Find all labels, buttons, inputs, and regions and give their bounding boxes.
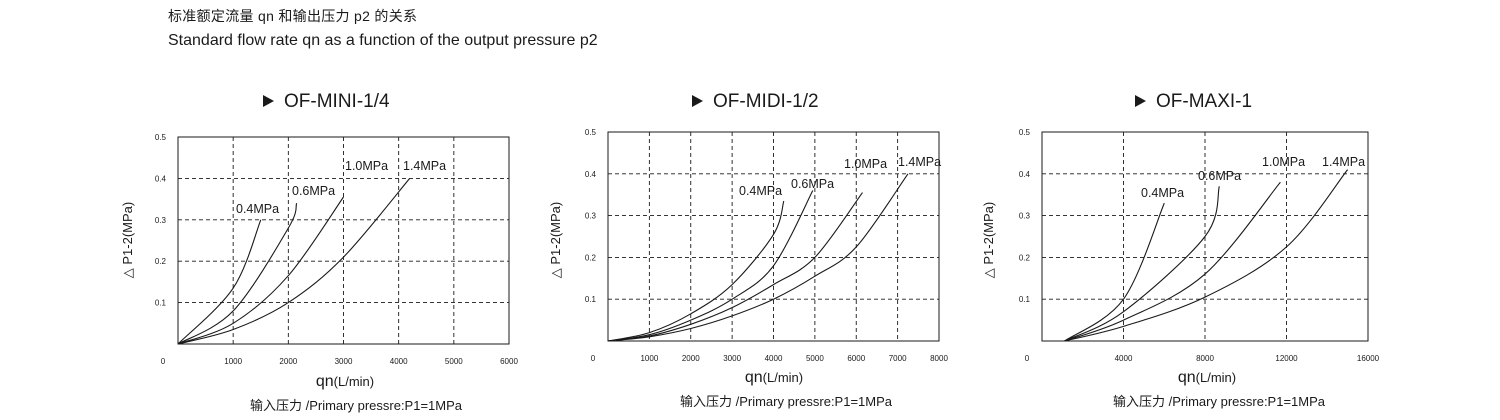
x-tick-label: 3000 [335, 357, 353, 366]
x-tick-label: 5000 [806, 354, 824, 363]
y-tick-label: 0.2 [585, 253, 597, 262]
title-triangle-icon [1135, 95, 1146, 107]
y-tick-label: 0.5 [585, 128, 597, 137]
series-curve-1-4mpa [1064, 169, 1349, 342]
x-tick-label: 1000 [640, 354, 658, 363]
chart-title: OF-MIDI-1/2 [713, 91, 819, 112]
chart-panel-1: OF-MINI-1/4 0 1000 2000 3000 4000 5000 6000 0.1 0… [120, 91, 518, 413]
x-tick-label: 5000 [445, 357, 463, 366]
y-tick-label: 0.4 [155, 174, 167, 183]
series-label: 1.4MPa [898, 155, 941, 169]
x-tick-label: 6000 [500, 357, 518, 366]
series-curve-0-6mpa [607, 190, 814, 342]
y-tick-label: 0.2 [1019, 253, 1031, 262]
series-curve-1-4mpa [607, 173, 909, 342]
chart-panel-2: OF-MIDI-1/2 0 1000 2000 3000 4000 5000 6000 7000… [548, 91, 948, 409]
series-curve-0-6mpa [1064, 186, 1220, 342]
series-curve-0-4mpa [607, 200, 785, 342]
y-tick-label: 0.3 [1019, 212, 1031, 221]
y-tick-label: 0.4 [1019, 170, 1031, 179]
x-axis-label: qn(L/min) [316, 373, 374, 390]
chart-title: OF-MINI-1/4 [284, 91, 390, 112]
x-tick-label: 3000 [723, 354, 741, 363]
x-tick-label: 1000 [224, 357, 242, 366]
x-tick-label: 7000 [889, 354, 907, 363]
x-tick-label: 0 [1025, 354, 1030, 363]
series-curve-1-4mpa [177, 178, 411, 345]
x-tick-label: 2000 [279, 357, 297, 366]
y-tick-label: 0.1 [155, 299, 167, 308]
series-label: 1.0MPa [1262, 155, 1305, 169]
x-tick-label: 0 [161, 357, 166, 366]
y-tick-label: 0.1 [585, 295, 597, 304]
chart-panel-3: OF-MAXI-1 0 4000 8000 12000 16000 0.1 0.2 0.3 0.4… [981, 91, 1380, 409]
series-label: 1.0MPa [345, 159, 388, 173]
primary-pressure-note: 输入压力 /Primary pressre:P1=1MPa [1113, 394, 1326, 409]
series-label: 1.4MPa [1322, 155, 1365, 169]
x-axis-label: qn(L/min) [745, 369, 803, 386]
x-tick-label: 4000 [765, 354, 783, 363]
primary-pressure-note: 输入压力 /Primary pressre:P1=1MPa [680, 394, 893, 409]
y-tick-label: 0.3 [585, 212, 597, 221]
x-tick-label: 16000 [1357, 354, 1380, 363]
series-curve-1-0mpa [177, 196, 344, 345]
x-tick-label: 8000 [930, 354, 948, 363]
x-tick-label: 2000 [682, 354, 700, 363]
x-tick-label: 4000 [390, 357, 408, 366]
series-label: 1.4MPa [403, 159, 446, 173]
y-axis-label: △ P1-2(MPa) [548, 202, 563, 278]
y-tick-label: 0.3 [155, 216, 167, 225]
series-label: 0.6MPa [1198, 169, 1241, 183]
y-axis-label: △ P1-2(MPa) [120, 202, 135, 278]
title-triangle-icon [692, 95, 703, 107]
heading-chinese: 标准额定流量 qn 和输出压力 p2 的关系 [168, 8, 418, 24]
series-label: 0.6MPa [791, 177, 834, 191]
y-tick-label: 0.2 [155, 257, 167, 266]
series-label: 0.4MPa [739, 184, 782, 198]
x-tick-label: 8000 [1196, 354, 1214, 363]
chart-title: OF-MAXI-1 [1156, 91, 1252, 112]
x-tick-label: 12000 [1275, 354, 1298, 363]
series-curve-0-6mpa [177, 203, 298, 345]
series-label: 0.4MPa [236, 202, 279, 216]
plot-frame [607, 131, 940, 342]
series-curve-0-4mpa [177, 219, 262, 345]
y-axis-label: △ P1-2(MPa) [981, 202, 996, 278]
series-curve-1-0mpa [607, 192, 863, 342]
x-axis-label: qn(L/min) [1178, 369, 1236, 386]
y-tick-label: 0.5 [1019, 128, 1031, 137]
series-curve-1-0mpa [1064, 181, 1281, 342]
title-triangle-icon [263, 95, 274, 107]
series-label: 1.0MPa [844, 157, 887, 171]
series-curve-0-4mpa [1064, 202, 1165, 342]
y-tick-label: 0.1 [1019, 295, 1031, 304]
plot-frame [177, 136, 510, 345]
heading-english: Standard flow rate qn as a function of t… [168, 32, 598, 49]
series-label: 0.4MPa [1141, 186, 1184, 200]
primary-pressure-note: 输入压力 /Primary pressre:P1=1MPa [250, 398, 463, 413]
plot-frame [1041, 131, 1369, 342]
x-tick-label: 6000 [847, 354, 865, 363]
x-tick-label: 4000 [1115, 354, 1133, 363]
y-tick-label: 0.5 [155, 133, 167, 142]
x-tick-label: 0 [591, 354, 596, 363]
y-tick-label: 0.4 [585, 170, 597, 179]
series-label: 0.6MPa [292, 184, 335, 198]
